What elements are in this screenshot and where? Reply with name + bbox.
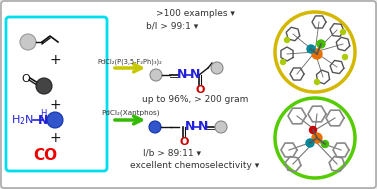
Text: $\mathregular{H_2N}$: $\mathregular{H_2N}$	[11, 113, 34, 127]
Circle shape	[322, 140, 328, 147]
Text: H: H	[40, 108, 46, 118]
Text: PdCl₂(P(3,5-F₂Ph)₃)₂: PdCl₂(P(3,5-F₂Ph)₃)₂	[98, 59, 162, 65]
Circle shape	[150, 69, 162, 81]
Circle shape	[211, 62, 223, 74]
Text: O: O	[21, 74, 31, 84]
Text: +: +	[49, 131, 61, 145]
Text: >100 examples ▾: >100 examples ▾	[156, 9, 234, 19]
Text: b/l > 99:1 ▾: b/l > 99:1 ▾	[146, 22, 198, 30]
Circle shape	[275, 98, 355, 178]
Text: N: N	[185, 119, 195, 132]
Circle shape	[215, 121, 227, 133]
Circle shape	[149, 121, 161, 133]
Text: N: N	[190, 67, 200, 81]
Circle shape	[20, 34, 36, 50]
Circle shape	[312, 49, 322, 59]
Circle shape	[314, 80, 319, 84]
Circle shape	[280, 60, 285, 64]
Text: O: O	[195, 85, 205, 95]
Circle shape	[36, 78, 52, 94]
FancyBboxPatch shape	[6, 17, 107, 171]
Circle shape	[310, 126, 317, 133]
Text: up to 96%, > 200 gram: up to 96%, > 200 gram	[142, 95, 248, 105]
Circle shape	[312, 133, 322, 143]
Text: N: N	[198, 119, 208, 132]
Circle shape	[307, 45, 315, 53]
Text: l/b > 89:11 ▾: l/b > 89:11 ▾	[143, 149, 201, 157]
Text: excellent chemoselectivity ▾: excellent chemoselectivity ▾	[130, 160, 260, 170]
Circle shape	[342, 54, 348, 60]
Text: O: O	[179, 137, 188, 147]
Text: CO: CO	[33, 147, 57, 163]
Text: +: +	[49, 53, 61, 67]
Text: N: N	[38, 114, 48, 126]
Text: +: +	[49, 98, 61, 112]
Circle shape	[47, 112, 63, 128]
Circle shape	[340, 29, 345, 35]
Text: PdCl₂(Xantphos): PdCl₂(Xantphos)	[101, 110, 159, 116]
Circle shape	[275, 12, 355, 92]
Circle shape	[317, 40, 325, 48]
Circle shape	[306, 139, 314, 147]
Circle shape	[285, 37, 290, 43]
Text: N: N	[177, 67, 187, 81]
